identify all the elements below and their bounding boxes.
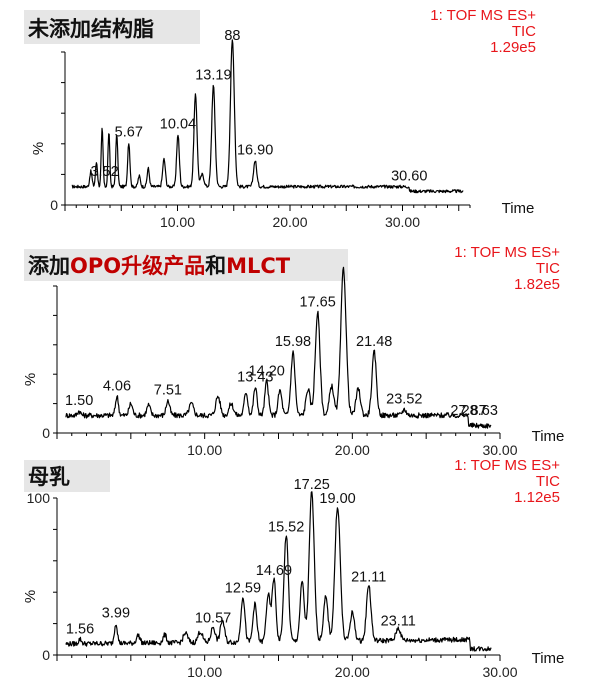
x-tick-label: 30.00 bbox=[482, 664, 517, 680]
peak-label: 15.98 bbox=[275, 334, 311, 350]
panel-title: 未添加结构脂 bbox=[28, 17, 154, 41]
peak-label: 10.04 bbox=[160, 117, 196, 133]
peak-label: 12.59 bbox=[225, 580, 261, 596]
panel-title-part: OPO升级产品 bbox=[70, 254, 205, 278]
peak-label: 88 bbox=[224, 28, 240, 44]
peak-label: 17.65 bbox=[299, 294, 335, 310]
peak-label: 3.52 bbox=[90, 164, 118, 180]
x-tick-label: 10.00 bbox=[187, 442, 222, 458]
panel-title-background bbox=[24, 10, 200, 44]
x-tick-label: 20.00 bbox=[335, 664, 370, 680]
peak-label: 1.50 bbox=[65, 393, 93, 409]
peak-label: 14.20 bbox=[249, 364, 285, 380]
peak-label: 13.19 bbox=[195, 68, 231, 84]
trace-header-line: TIC bbox=[512, 23, 536, 40]
x-tick-label: 10.00 bbox=[160, 214, 195, 230]
x-axis-label: Time bbox=[532, 428, 565, 445]
tic-trace bbox=[65, 491, 492, 652]
trace-header-line: TIC bbox=[536, 473, 560, 490]
peak-label: 23.11 bbox=[381, 613, 416, 629]
peak-label: 5.67 bbox=[115, 124, 143, 140]
y-tick-label: 0 bbox=[42, 647, 50, 663]
y-tick-label: 100 bbox=[27, 490, 51, 506]
panel-title-part: 添加 bbox=[28, 254, 70, 278]
panel-title-part: 母乳 bbox=[28, 465, 70, 489]
trace-header-line: 1.12e5 bbox=[514, 489, 560, 506]
peak-label: 3.99 bbox=[102, 606, 130, 622]
trace-header-line: TIC bbox=[536, 260, 560, 277]
panel-title-part: 和 bbox=[205, 254, 226, 278]
panel-title-part: MLCT bbox=[226, 254, 291, 278]
tic-trace bbox=[65, 266, 492, 429]
peak-label: 23.52 bbox=[386, 391, 422, 407]
peak-label: 21.48 bbox=[356, 334, 392, 350]
y-axis-label: % bbox=[22, 590, 39, 603]
y-axis-label: % bbox=[22, 373, 39, 386]
x-axis-label: Time bbox=[532, 650, 565, 667]
panel-title-background bbox=[24, 460, 110, 492]
x-tick-label: 30.00 bbox=[385, 214, 420, 230]
peak-label: 14.69 bbox=[256, 563, 292, 579]
peak-label: 27.87 bbox=[450, 403, 486, 419]
peak-label: 1.56 bbox=[66, 621, 94, 637]
x-tick-label: 10.00 bbox=[187, 664, 222, 680]
trace-header-line: 1: TOF MS ES+ bbox=[430, 7, 536, 24]
peak-label: 4.06 bbox=[103, 378, 131, 394]
peak-label: 15.52 bbox=[268, 519, 304, 535]
x-axis-label: Time bbox=[502, 200, 535, 217]
panel-title: 添加OPO升级产品和MLCT bbox=[28, 254, 291, 278]
trace-header-line: 1: TOF MS ES+ bbox=[454, 457, 560, 474]
panel-title-part: 未添加结构脂 bbox=[28, 17, 154, 41]
y-axis-label: % bbox=[30, 142, 47, 155]
tic-trace bbox=[71, 39, 464, 194]
x-tick-label: 20.00 bbox=[335, 442, 370, 458]
panel-title: 母乳 bbox=[28, 465, 70, 489]
peak-label: 16.90 bbox=[237, 143, 273, 159]
peak-label: 28.63 bbox=[462, 403, 498, 419]
y-tick-label: 0 bbox=[42, 425, 50, 441]
trace-header-line: 1: TOF MS ES+ bbox=[454, 244, 560, 261]
panel-title-background bbox=[24, 249, 348, 281]
peak-label: 30.60 bbox=[391, 169, 427, 185]
peak-label: 13.43 bbox=[237, 369, 273, 385]
peak-label: 21.11 bbox=[351, 569, 386, 585]
peak-label: 19.00 bbox=[319, 491, 355, 507]
peak-label: 17.25 bbox=[294, 477, 330, 493]
x-tick-label: 30.00 bbox=[482, 442, 517, 458]
peak-label: 10.57 bbox=[195, 610, 231, 626]
trace-header-line: 1.82e5 bbox=[514, 276, 560, 293]
peak-label: 7.51 bbox=[154, 383, 182, 399]
x-tick-label: 20.00 bbox=[272, 214, 307, 230]
y-tick-label: 0 bbox=[50, 197, 58, 213]
trace-header-line: 1.29e5 bbox=[490, 39, 536, 56]
